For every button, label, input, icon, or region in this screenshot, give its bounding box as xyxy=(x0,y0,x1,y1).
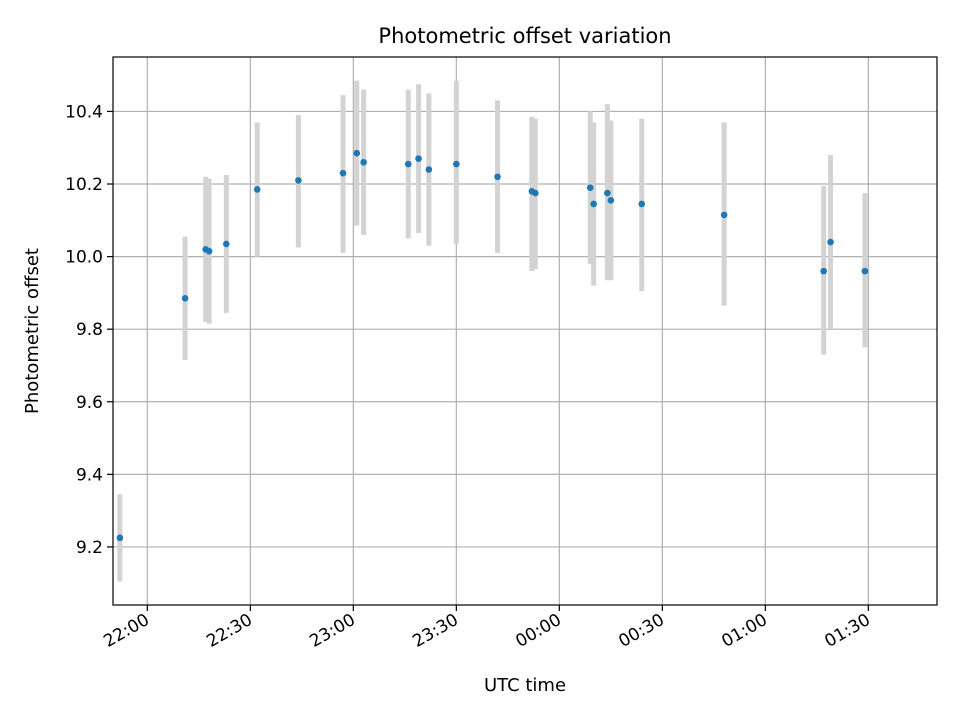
data-point xyxy=(353,149,361,157)
x-axis-label: UTC time xyxy=(484,675,566,696)
data-point xyxy=(494,173,501,181)
y-tick-label: 9.8 xyxy=(76,320,103,340)
data-point xyxy=(360,158,367,166)
data-point xyxy=(425,166,433,173)
data-point xyxy=(720,211,728,219)
plot-area-frame xyxy=(112,56,938,606)
data-point xyxy=(205,247,213,255)
data-point xyxy=(638,200,646,208)
data-point xyxy=(532,189,539,197)
data-point xyxy=(590,200,597,208)
y-tick-label: 10.0 xyxy=(65,248,103,268)
data-point xyxy=(116,534,124,542)
grid-lines xyxy=(113,57,937,605)
y-axis-label: Photometric offset xyxy=(22,248,43,414)
data-point xyxy=(604,189,611,197)
y-tick-label: 9.2 xyxy=(76,538,103,558)
y-tick-label: 9.6 xyxy=(76,393,103,413)
data-point xyxy=(404,160,412,168)
data-point xyxy=(295,177,302,184)
data-point xyxy=(607,197,615,204)
chart-title: Photometric offset variation xyxy=(378,24,671,48)
data-point xyxy=(223,240,230,248)
data-point xyxy=(181,295,189,302)
data-point xyxy=(453,160,460,168)
data-point xyxy=(415,155,422,162)
y-tick-label: 10.4 xyxy=(65,102,103,122)
y-tick-label: 9.4 xyxy=(76,465,103,485)
data-point xyxy=(820,267,827,275)
data-point xyxy=(586,184,594,191)
data-point xyxy=(339,169,347,177)
data-points xyxy=(116,149,869,542)
y-axis-ticks: 9.2 9.4 9.6 9.8 10.0 10.2 10.4 xyxy=(65,102,113,558)
data-point xyxy=(827,238,834,246)
y-tick-label: 10.2 xyxy=(65,175,103,195)
data-point xyxy=(861,267,869,275)
data-point xyxy=(253,186,261,193)
